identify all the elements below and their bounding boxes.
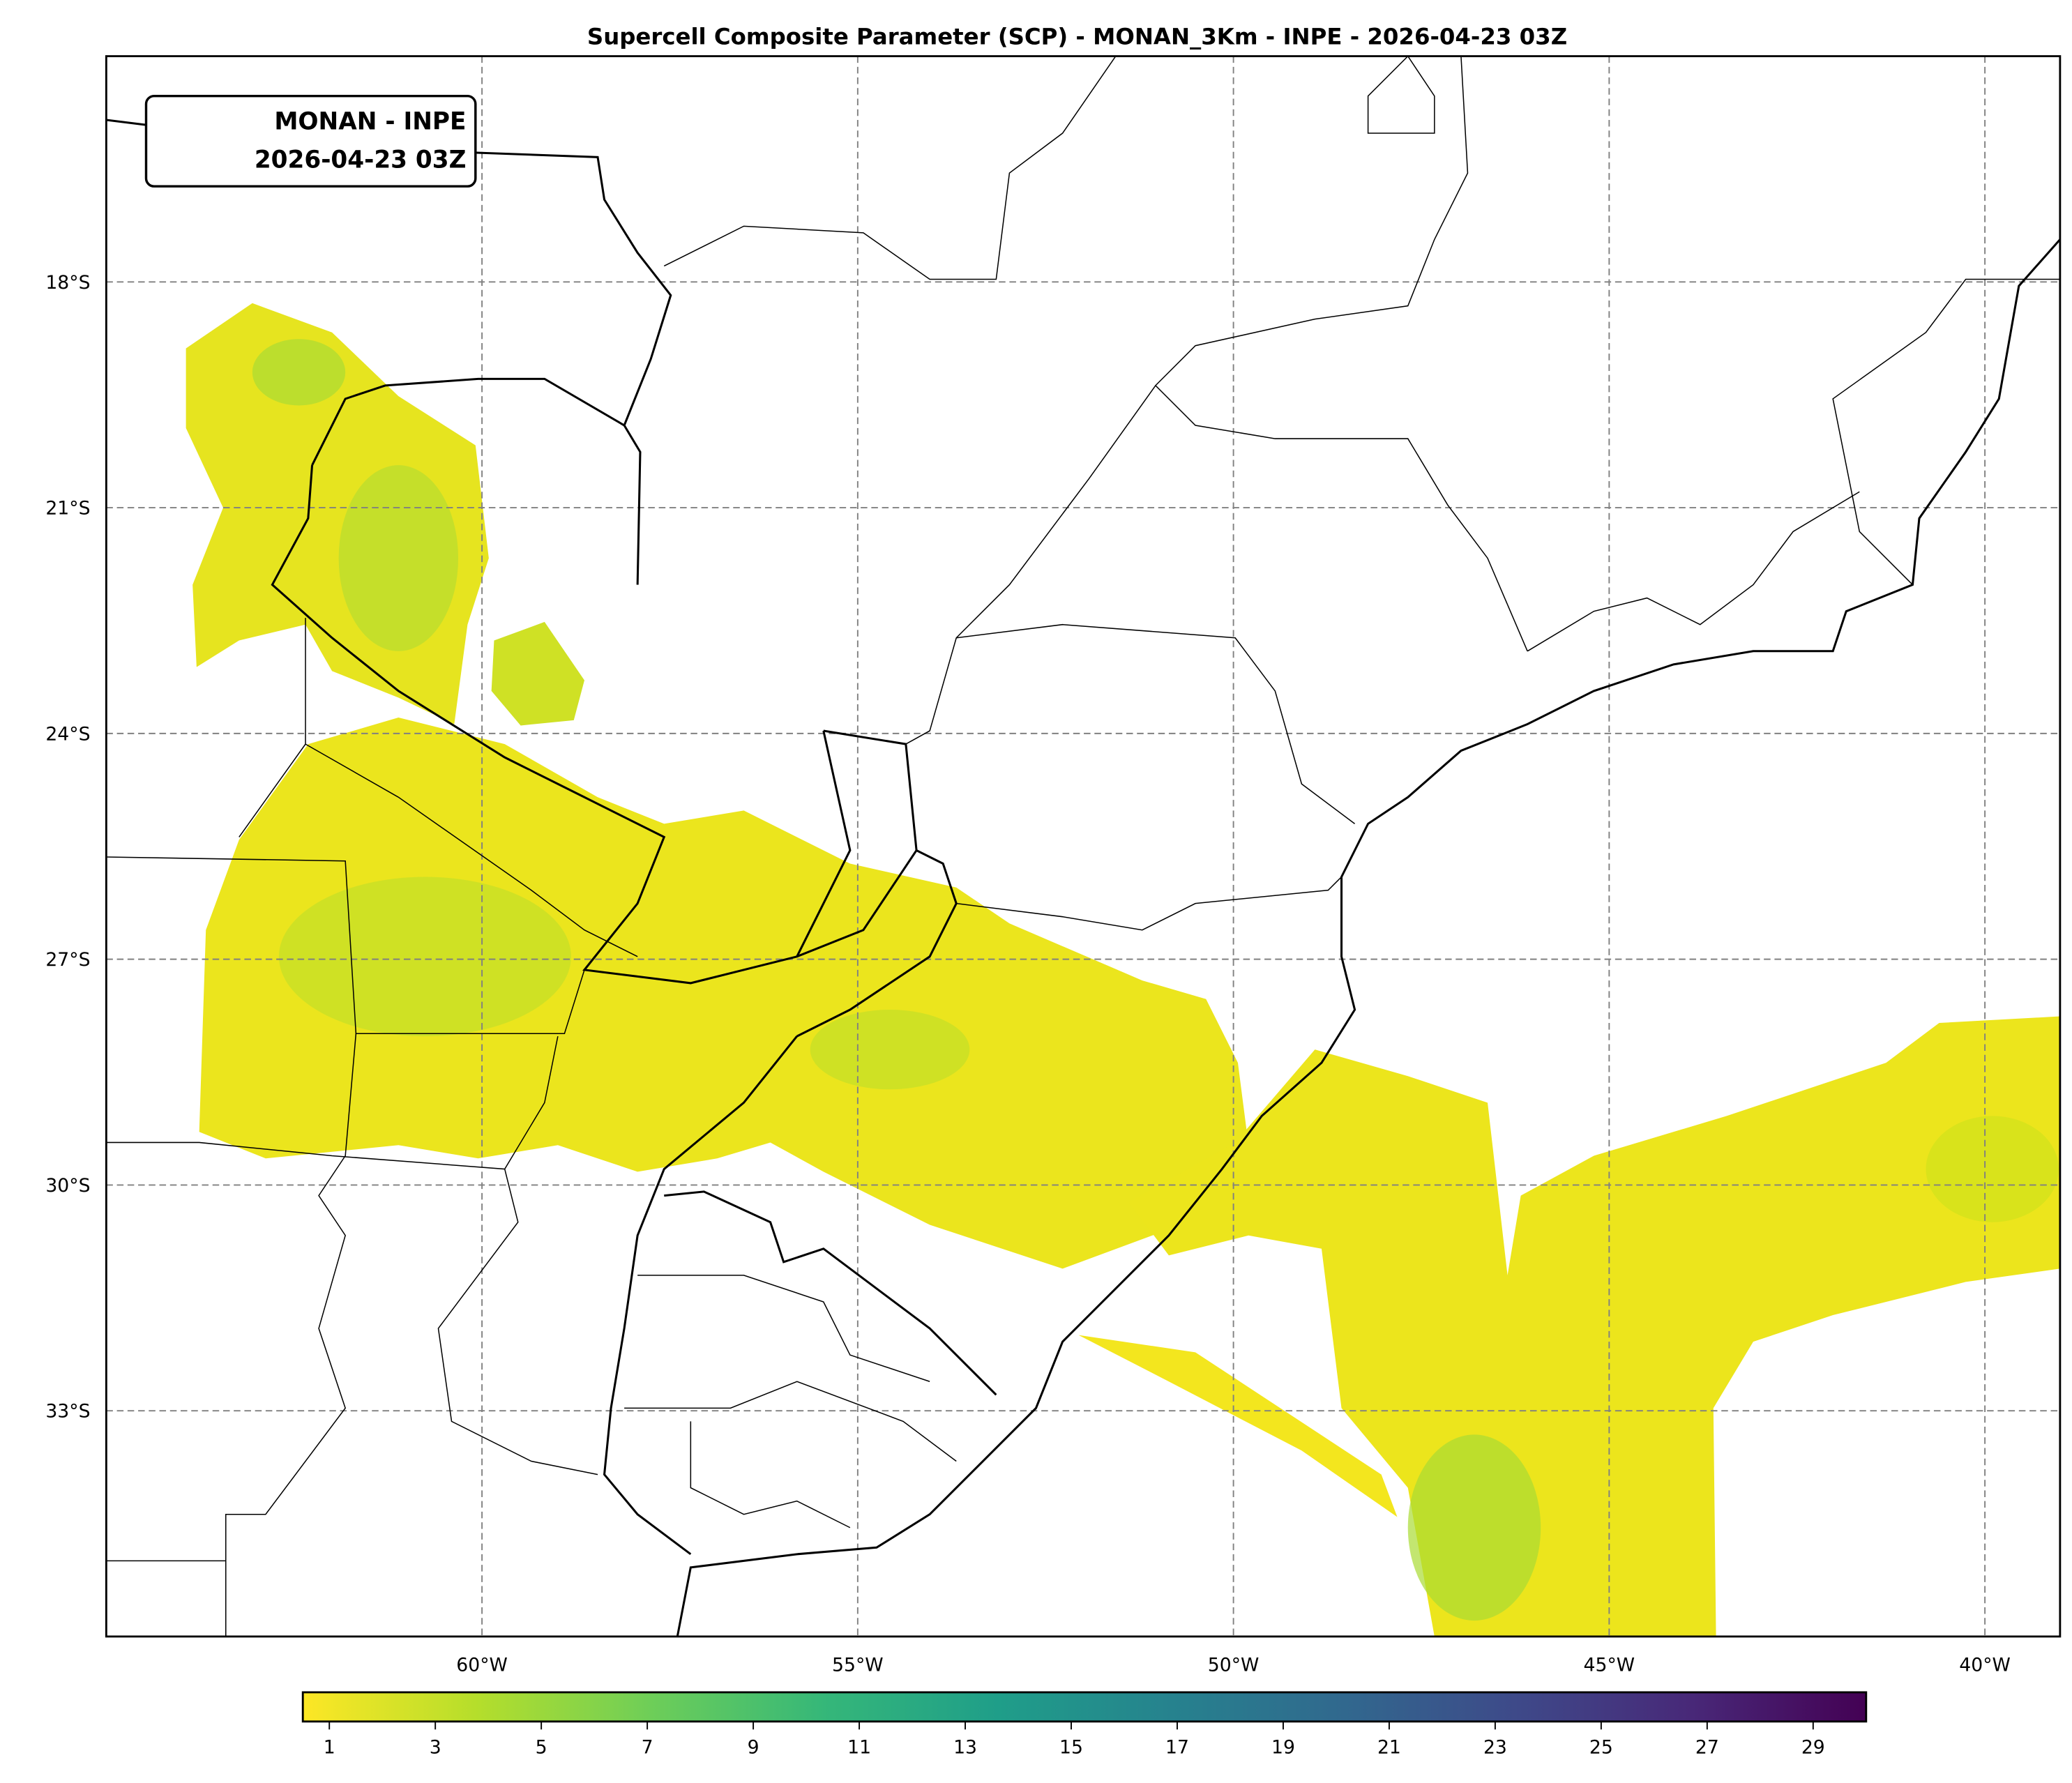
colorbar-tick-label: 21: [1377, 1737, 1401, 1759]
scp-region-small: [491, 621, 584, 726]
gridlines: [106, 56, 2060, 1637]
lon-tick-label: 50°W: [1208, 1654, 1260, 1676]
colorbar-tick-label: 5: [536, 1737, 547, 1759]
scp-max-spot: [1926, 1116, 2059, 1222]
colorbar-tick-label: 23: [1483, 1737, 1507, 1759]
scp-max-spot: [810, 1009, 970, 1090]
colorbar-ticks: 1 3 5 7 9 11 13 15 17 19 21 23 25 27 29: [324, 1721, 1825, 1759]
colorbar-tick-label: 7: [642, 1737, 653, 1759]
lat-tick-label: 30°S: [45, 1175, 90, 1197]
lon-tick-labels: 60°W 55°W 50°W 45°W 40°W: [456, 1654, 2011, 1676]
colorbar-tick-label: 13: [953, 1737, 977, 1759]
lat-tick-label: 18°S: [45, 272, 90, 294]
colorbar-tick-label: 15: [1059, 1737, 1083, 1759]
map-frame: [105, 55, 2062, 1638]
colorbar-tick-label: 3: [430, 1737, 441, 1759]
scp-max-spot: [1407, 1434, 1541, 1621]
colorbar-tick-label: 19: [1271, 1737, 1295, 1759]
map-area: [106, 56, 2060, 1637]
colorbar-tick-label: 27: [1695, 1737, 1719, 1759]
colorbar: 1 3 5 7 9 11 13 15 17 19 21 23 25 27 29: [301, 1691, 1868, 1759]
colorbar-gradient: [301, 1691, 1868, 1723]
scp-region-south: [1128, 1016, 2060, 1637]
lat-tick-label: 27°S: [45, 949, 90, 971]
chart-title: Supercell Composite Parameter (SCP) - MO…: [587, 23, 1567, 50]
lat-tick-label: 33°S: [45, 1401, 90, 1422]
info-box-line1: MONAN - INPE: [274, 107, 466, 135]
lon-tick-label: 60°W: [456, 1654, 508, 1676]
colorbar-tick-label: 29: [1801, 1737, 1825, 1759]
colorbar-tick-label: 9: [748, 1737, 759, 1759]
scp-max-spot: [338, 465, 459, 651]
lat-tick-label: 24°S: [45, 723, 90, 745]
scp-max-spot: [252, 339, 346, 406]
info-box-line2: 2026-04-23 03Z: [255, 146, 467, 174]
colorbar-tick-label: 11: [847, 1737, 871, 1759]
info-box: MONAN - INPE 2026-04-23 03Z: [144, 94, 477, 188]
lon-tick-label: 45°W: [1584, 1654, 1635, 1676]
lat-tick-label: 21°S: [45, 498, 90, 519]
lon-tick-label: 55°W: [832, 1654, 884, 1676]
scp-field: [186, 303, 2060, 1637]
colorbar-tick-label: 17: [1165, 1737, 1189, 1759]
scp-max-spot: [278, 877, 571, 1037]
colorbar-tick-label: 25: [1589, 1737, 1613, 1759]
state-borders: [106, 56, 2060, 1637]
colorbar-tick-label: 1: [324, 1737, 335, 1759]
lon-tick-label: 40°W: [1959, 1654, 2011, 1676]
lat-tick-labels: 18°S 21°S 24°S 27°S 30°S 33°S: [45, 272, 90, 1422]
scp-region-center: [199, 718, 1249, 1269]
